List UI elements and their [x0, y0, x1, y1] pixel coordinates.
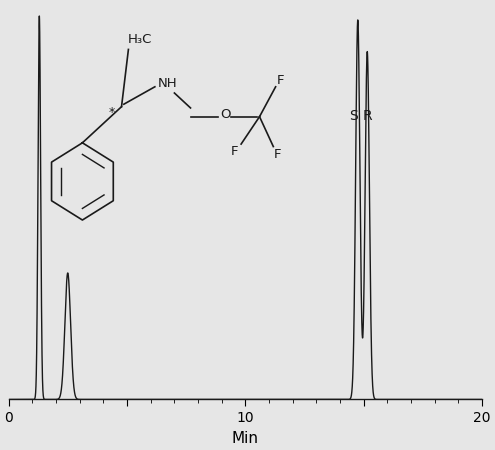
Text: R: R	[362, 109, 372, 123]
X-axis label: Min: Min	[232, 431, 259, 446]
Text: S: S	[348, 109, 357, 123]
